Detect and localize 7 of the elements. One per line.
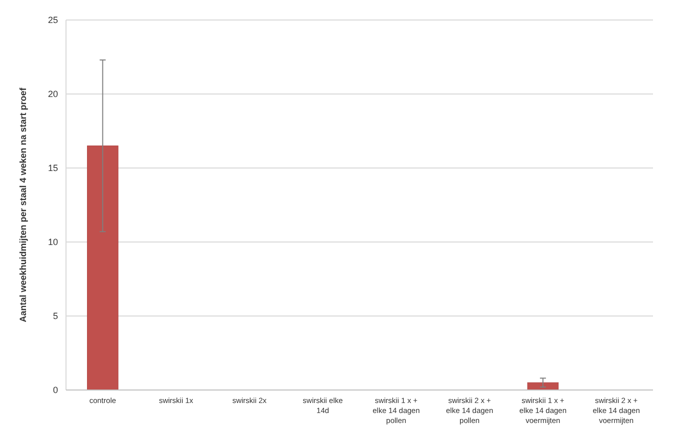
y-tick-label: 20 — [48, 88, 58, 99]
y-tick-label: 5 — [52, 310, 58, 321]
y-tick-label: 15 — [48, 162, 58, 173]
y-tick-label: 25 — [48, 14, 58, 25]
y-tick-label: 0 — [52, 384, 58, 395]
y-axis-title: Aantal weekhuidmijten per staal 4 weken na start proef — [18, 86, 28, 322]
y-tick-label: 10 — [48, 236, 58, 247]
